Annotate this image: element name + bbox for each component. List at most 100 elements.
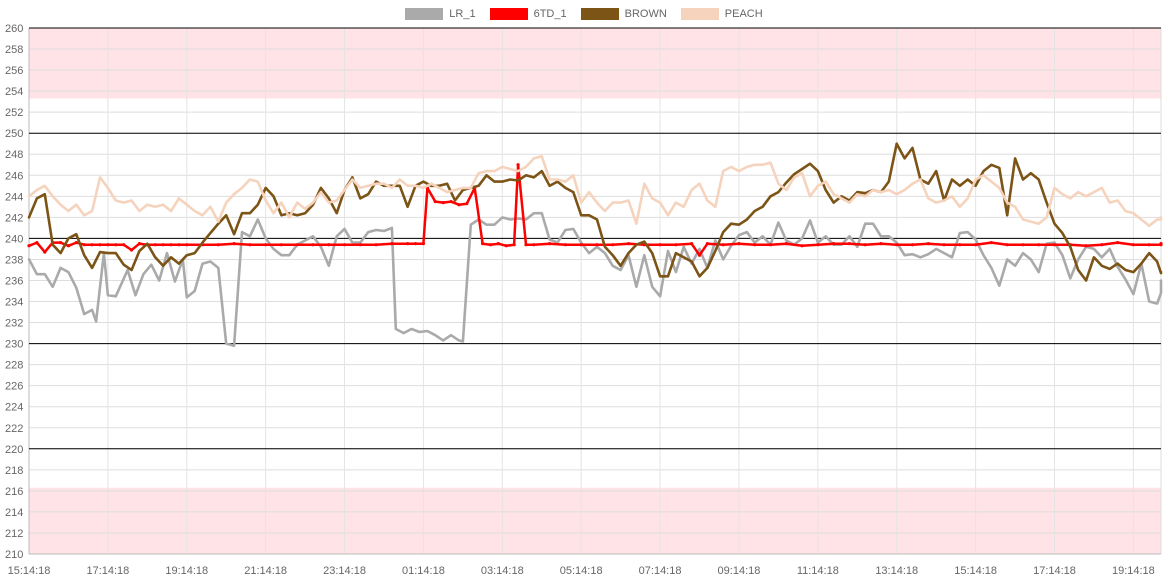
legend-item-peach[interactable]: PEACH xyxy=(680,8,763,20)
data-point-6td1-42 xyxy=(465,202,469,206)
x-tick-label-2: 19:14:18 xyxy=(165,565,208,577)
y-tick-label-210: 210 xyxy=(5,549,23,561)
legend-label-brown: BROWN xyxy=(624,8,667,20)
data-point-6td1-33 xyxy=(390,242,394,246)
data-point-6td1-53 xyxy=(563,243,568,247)
x-tick-label-5: 01:14:18 xyxy=(402,565,445,577)
x-tick-label-8: 07:14:18 xyxy=(639,565,682,577)
data-point-6td1-55 xyxy=(595,243,599,247)
data-point-6td1-73 xyxy=(863,243,867,247)
y-tick-label-250: 250 xyxy=(5,128,23,140)
y-tick-label-222: 222 xyxy=(5,423,23,435)
data-point-6td1-83 xyxy=(1021,243,1025,247)
data-point-6td1-60 xyxy=(674,243,678,247)
data-point-6td1-62 xyxy=(697,253,702,257)
data-point-6td1-87 xyxy=(1084,244,1088,248)
x-tick-label-11: 13:14:18 xyxy=(875,565,918,577)
data-point-6td1-74 xyxy=(879,242,883,246)
y-tick-label-244: 244 xyxy=(5,191,23,203)
y-tick-label-260: 260 xyxy=(5,23,23,35)
data-point-6td1-26 xyxy=(279,243,284,247)
data-point-6td1-2 xyxy=(43,250,47,254)
y-tick-label-224: 224 xyxy=(5,402,23,414)
y-tick-label-238: 238 xyxy=(5,254,23,266)
data-point-6td1-90 xyxy=(1131,243,1135,247)
data-point-6td1-39 xyxy=(441,201,445,205)
data-point-6td1-72 xyxy=(847,242,852,246)
y-tick-label-232: 232 xyxy=(5,318,23,330)
data-point-6td1-18 xyxy=(169,243,173,247)
data-point-6td1-61 xyxy=(690,242,694,246)
data-point-6td1-13 xyxy=(129,248,134,252)
data-point-6td1-36 xyxy=(421,242,426,246)
x-axis-ticks: 15:14:18 17:14:18 19:14:18 21:14:18 23:14:18… xyxy=(8,565,1155,577)
x-tick-label-0: 15:14:18 xyxy=(8,565,51,577)
y-tick-label-240: 240 xyxy=(5,233,23,245)
series-lines xyxy=(27,142,1163,347)
data-point-6td1-4 xyxy=(58,241,63,245)
y-tick-label-212: 212 xyxy=(5,528,23,540)
data-point-6td1-77 xyxy=(926,242,930,246)
data-point-6td1-12 xyxy=(122,243,126,247)
data-point-6td1-46 xyxy=(496,242,500,246)
data-point-6td1-6 xyxy=(74,241,78,245)
legend-label-6td1: 6TD_1 xyxy=(533,8,567,20)
data-point-6td1-31 xyxy=(358,243,362,247)
data-point-6td1-88 xyxy=(1100,243,1104,247)
data-point-6td1-64 xyxy=(721,243,725,247)
legend-swatch-brown xyxy=(580,8,619,20)
threshold-band-1 xyxy=(29,487,1161,554)
data-point-6td1-44 xyxy=(480,242,485,246)
legend-swatch-lr1 xyxy=(405,8,444,20)
series-line-brown xyxy=(27,142,1163,282)
data-point-6td1-0 xyxy=(27,244,31,248)
data-point-6td1-49 xyxy=(516,163,520,167)
data-point-6td1-93 xyxy=(1159,242,1163,246)
data-point-6td1-85 xyxy=(1052,243,1057,247)
data-point-6td1-50 xyxy=(524,243,528,247)
data-point-6td1-29 xyxy=(327,243,331,247)
legend-swatch-6td1 xyxy=(489,8,528,20)
data-point-6td1-67 xyxy=(768,243,773,247)
y-tick-label-242: 242 xyxy=(5,212,23,224)
data-point-6td1-23 xyxy=(232,242,236,246)
y-tick-label-218: 218 xyxy=(5,465,23,477)
y-tick-label-248: 248 xyxy=(5,149,23,161)
series-line-peach xyxy=(27,155,1163,228)
data-point-6td1-17 xyxy=(161,243,165,247)
y-tick-label-254: 254 xyxy=(5,86,23,98)
data-point-6td1-41 xyxy=(457,203,461,207)
x-tick-label-10: 11:14:18 xyxy=(797,565,839,577)
data-point-6td1-19 xyxy=(177,243,181,247)
data-point-6td1-68 xyxy=(784,242,788,246)
data-point-6td1-35 xyxy=(413,242,418,246)
data-point-6td1-28 xyxy=(311,243,315,247)
legend-item-6td1[interactable]: 6TD_1 xyxy=(489,8,567,20)
data-point-6td1-91 xyxy=(1147,243,1151,247)
data-point-6td1-9 xyxy=(98,243,102,247)
reference-lines xyxy=(29,132,1161,450)
data-point-6td1-56 xyxy=(611,243,615,247)
x-tick-label-4: 23:14:18 xyxy=(323,565,366,577)
y-tick-label-216: 216 xyxy=(5,486,23,498)
y-tick-label-236: 236 xyxy=(5,275,23,287)
data-point-6td1-65 xyxy=(737,242,741,246)
data-point-6td1-81 xyxy=(989,241,993,245)
data-point-6td1-75 xyxy=(895,243,899,247)
chart-legend: LR_1 6TD_1 BROWN PEACH xyxy=(0,4,1168,24)
y-tick-label-214: 214 xyxy=(5,507,23,519)
data-point-6td1-84 xyxy=(1037,243,1041,247)
data-point-6td1-59 xyxy=(658,243,662,247)
data-point-6td1-20 xyxy=(185,243,189,247)
x-tick-label-12: 15:14:18 xyxy=(954,565,997,577)
data-point-6td1-69 xyxy=(800,244,804,248)
data-point-6td1-25 xyxy=(264,243,268,247)
x-tick-label-14: 19:14:18 xyxy=(1112,565,1155,577)
legend-item-brown[interactable]: BROWN xyxy=(580,8,667,20)
threshold-band-0 xyxy=(29,28,1161,99)
y-tick-label-230: 230 xyxy=(5,339,23,351)
legend-item-lr1[interactable]: LR_1 xyxy=(405,8,476,20)
legend-label-peach: PEACH xyxy=(724,8,763,20)
data-point-6td1-22 xyxy=(216,243,220,247)
x-tick-label-9: 09:14:18 xyxy=(718,565,761,577)
